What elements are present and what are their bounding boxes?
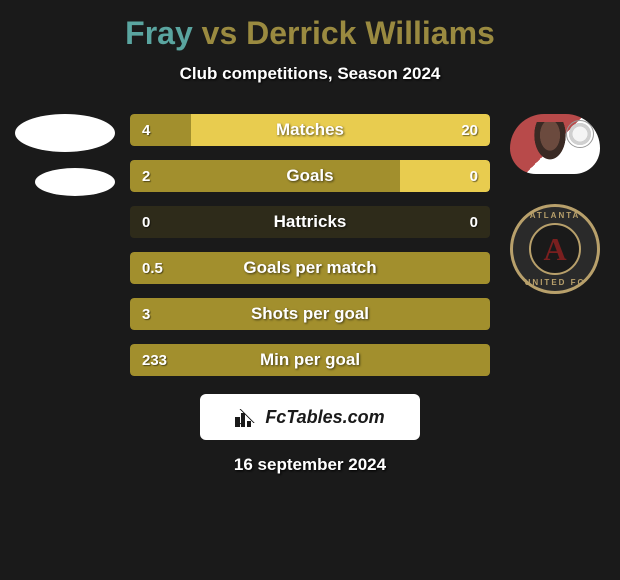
stat-value-right: 0 <box>470 214 478 231</box>
stat-label: Min per goal <box>260 350 360 370</box>
player-left-column <box>0 114 120 212</box>
title-player-right: vs Derrick Williams <box>193 15 495 51</box>
stat-bar-left-fill <box>130 114 191 146</box>
stat-bar-left-fill <box>130 160 400 192</box>
chart-icon <box>235 407 259 427</box>
player-right-column: ATLANTA A UNITED FC <box>500 114 620 294</box>
brand-text: FcTables.com <box>265 407 384 428</box>
stat-value-left: 4 <box>142 122 150 139</box>
club-logo-inner: A <box>529 223 581 275</box>
stat-label: Hattricks <box>274 212 347 232</box>
footer-date: 16 september 2024 <box>234 455 386 475</box>
player-left-avatar-placeholder <box>15 114 115 152</box>
club-logo-text-bot: UNITED FC <box>525 278 586 287</box>
stat-label: Goals per match <box>243 258 376 278</box>
stat-value-left: 2 <box>142 168 150 185</box>
stat-value-left: 0 <box>142 214 150 231</box>
stat-label: Goals <box>286 166 333 186</box>
stat-bar-hattricks: 0 Hattricks 0 <box>130 206 490 238</box>
stat-value-left: 0.5 <box>142 260 163 277</box>
stat-label: Matches <box>276 120 344 140</box>
stat-value-left: 3 <box>142 306 150 323</box>
club-left-logo-placeholder <box>35 168 115 196</box>
club-logo-a-icon: A <box>543 231 566 268</box>
stat-value-left: 233 <box>142 352 167 369</box>
stat-bar-shots-per-goal: 3 Shots per goal <box>130 298 490 330</box>
stat-label: Shots per goal <box>251 304 369 324</box>
stat-bar-matches: 4 Matches 20 <box>130 114 490 146</box>
brand-badge[interactable]: FcTables.com <box>200 394 420 440</box>
comparison-card: Fray vs Derrick Williams Club competitio… <box>0 0 620 485</box>
subtitle: Club competitions, Season 2024 <box>180 64 441 84</box>
stat-bar-goals: 2 Goals 0 <box>130 160 490 192</box>
stat-bars: 4 Matches 20 2 Goals 0 0 Hattricks 0 0.5 Goals per… <box>120 114 500 376</box>
content-row: 4 Matches 20 2 Goals 0 0 Hattricks 0 0.5 Goals per… <box>0 114 620 376</box>
stat-value-right: 0 <box>470 168 478 185</box>
page-title: Fray vs Derrick Williams <box>125 15 495 52</box>
player-right-avatar <box>510 114 600 174</box>
stat-value-right: 20 <box>461 122 478 139</box>
stat-bar-min-per-goal: 233 Min per goal <box>130 344 490 376</box>
club-logo-text-top: ATLANTA <box>530 211 581 220</box>
club-right-logo: ATLANTA A UNITED FC <box>510 204 600 294</box>
title-player-left: Fray <box>125 15 193 51</box>
stat-bar-goals-per-match: 0.5 Goals per match <box>130 252 490 284</box>
